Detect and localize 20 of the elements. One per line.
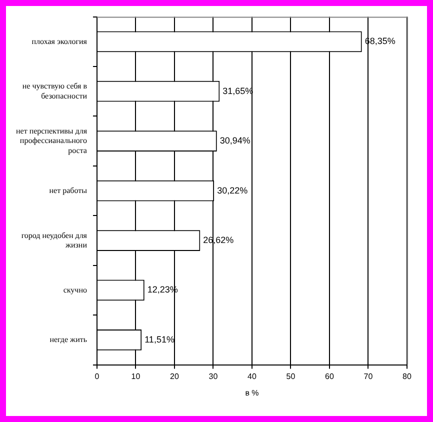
y-tick-label: негде жить [50,335,88,344]
x-tick-label: 10 [131,372,141,381]
y-tick-label: не чувствую себя в безопасности [22,82,88,100]
x-axis-title: в % [245,388,259,398]
x-tick-label: 60 [325,372,334,381]
x-tick-label: 70 [364,372,374,381]
x-tick-label: 50 [286,372,296,381]
x-tick-label: 0 [94,372,100,381]
x-tick-label: 80 [402,372,412,381]
x-tick-label: 20 [170,372,180,381]
data-label: 30,22% [217,185,248,196]
y-tick-label: плохая экология [32,36,88,46]
data-label: 11,51% [144,334,174,344]
data-label: 30,94% [220,136,250,146]
y-tick-label: город неудобен для жизни [21,230,88,250]
y-tick-label: нет перспективы для профессианального роста [16,126,88,155]
y-tick-label: скучно [63,285,87,294]
x-tick-label: 30 [208,372,218,381]
x-tick-label: 40 [248,372,257,381]
y-tick-label: нет работы [49,186,88,195]
